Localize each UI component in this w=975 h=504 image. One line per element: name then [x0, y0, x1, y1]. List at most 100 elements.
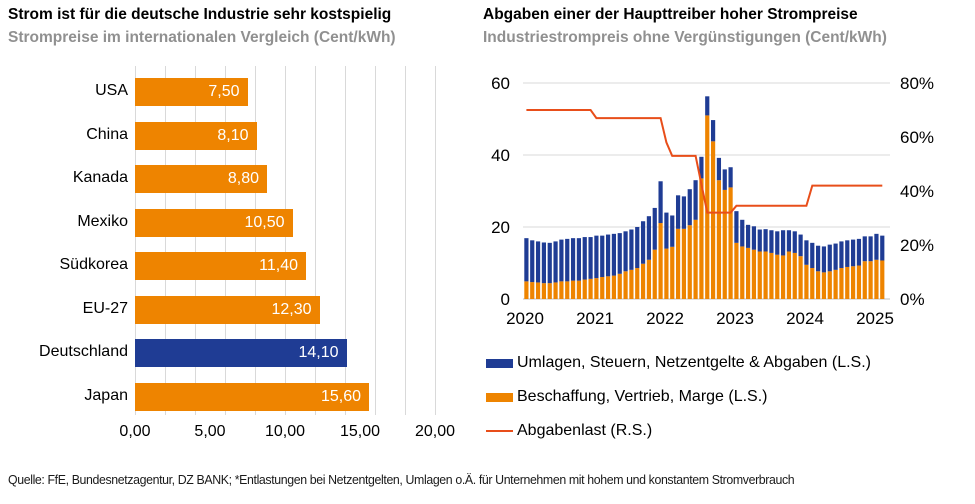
stack-orange-segment	[851, 266, 856, 299]
stack-blue-segment	[547, 242, 552, 284]
stack-orange-segment	[664, 248, 669, 299]
bar-value-label: 8,80	[227, 170, 259, 188]
stack-orange-segment	[757, 251, 762, 299]
left-xtick-label: 5,00	[194, 423, 226, 440]
stack-orange-segment	[559, 281, 564, 299]
stack-blue-segment	[763, 229, 768, 252]
stack-orange-segment	[705, 115, 710, 300]
stack-orange-segment	[541, 283, 547, 299]
stack-orange-segment	[658, 223, 663, 299]
stack-orange-segment	[535, 282, 541, 299]
left-chart-gridline	[195, 66, 196, 415]
stack-blue-segment	[693, 180, 698, 220]
stack-orange-segment	[716, 180, 722, 299]
stack-orange-segment	[553, 282, 558, 299]
right-chart-title: Abgaben einer der Haupttreiber hoher Str…	[483, 6, 858, 23]
stack-orange-segment	[588, 278, 593, 299]
stack-blue-segment	[786, 230, 792, 252]
bar-südkorea: 11,40	[135, 252, 306, 281]
left-chart-gridline	[255, 66, 256, 415]
left-chart-gridline	[285, 66, 286, 415]
bar-value-label: 12,30	[271, 300, 312, 318]
stack-orange-segment	[570, 280, 576, 299]
legend-label: Abgabenlast (R.S.)	[517, 422, 653, 439]
stack-orange-segment	[623, 271, 628, 299]
stack-orange-segment	[845, 266, 850, 299]
category-label-kanada: Kanada	[72, 169, 128, 187]
stack-blue-segment	[611, 233, 617, 276]
stack-blue-segment	[851, 239, 856, 267]
stack-blue-segment	[745, 224, 751, 248]
legend-item-2: Abgabenlast (R.S.)	[486, 422, 652, 440]
stack-orange-segment	[699, 178, 704, 299]
stack-orange-segment	[565, 281, 570, 299]
stack-orange-segment	[576, 280, 582, 299]
stack-blue-segment	[757, 229, 762, 252]
stack-blue-segment	[804, 240, 809, 265]
legend-color-swatch	[486, 392, 513, 402]
right-chart-left-tick: 60	[491, 74, 510, 93]
legend-line-swatch	[486, 430, 513, 432]
left-xtick-label: 10,00	[264, 423, 306, 440]
left-chart-title: Strom ist für die deutsche Industrie seh…	[8, 6, 392, 23]
bar-value-label: 10,50	[244, 213, 285, 231]
stack-orange-segment	[816, 271, 821, 299]
source-note: Quelle: FfE, Bundesnetzagentur, DZ BANK;…	[8, 472, 795, 487]
stack-orange-segment	[605, 276, 611, 299]
stack-orange-segment	[524, 281, 529, 299]
stack-blue-segment	[541, 242, 547, 284]
stack-blue-segment	[775, 231, 780, 255]
stack-orange-segment	[687, 225, 692, 299]
stack-blue-segment	[816, 245, 821, 272]
stack-blue-segment	[588, 237, 593, 279]
stack-orange-segment	[734, 242, 739, 299]
stack-orange-segment	[693, 219, 698, 299]
legend-color-swatch	[486, 358, 513, 368]
stack-blue-segment	[769, 230, 774, 253]
stack-orange-segment	[710, 141, 716, 299]
stack-blue-segment	[734, 211, 739, 243]
stack-blue-segment	[565, 238, 570, 282]
stack-blue-segment	[675, 195, 681, 229]
stack-blue-segment	[868, 236, 873, 262]
stack-orange-segment	[769, 252, 774, 299]
stack-blue-segment	[833, 243, 838, 270]
stack-blue-segment	[856, 238, 862, 266]
stack-orange-segment	[827, 271, 832, 299]
left-chart-subtitle: Strompreise im internationalen Vergleich…	[8, 29, 396, 46]
stack-blue-segment	[821, 246, 827, 273]
stack-blue-segment	[535, 241, 541, 283]
bar-usa: 7,50	[135, 78, 248, 106]
right-chart-left-tick: 20	[491, 218, 510, 237]
stack-orange-segment	[635, 268, 640, 299]
right-chart-year-label: 2025	[856, 309, 894, 328]
category-label-usa: USA	[95, 82, 128, 99]
stack-blue-segment	[635, 227, 640, 269]
stack-blue-segment	[658, 181, 663, 224]
stack-blue-segment	[880, 235, 885, 261]
stack-blue-segment	[710, 120, 716, 142]
stack-blue-segment	[862, 236, 867, 262]
stack-blue-segment	[845, 240, 850, 267]
stack-blue-segment	[798, 234, 803, 257]
stack-blue-segment	[681, 196, 687, 229]
bar-deutschland: 14,10	[135, 339, 347, 368]
legend-item-0: Umlagen, Steuern, Netzentgelte & Abgaben…	[486, 354, 871, 372]
stack-blue-segment	[629, 229, 634, 270]
stack-blue-segment	[646, 216, 652, 260]
left-chart-gridline	[135, 66, 136, 415]
stack-orange-segment	[775, 254, 780, 299]
stack-orange-segment	[821, 272, 827, 299]
stack-blue-segment	[594, 235, 599, 279]
right-chart-year-label: 2023	[716, 309, 754, 328]
left-chart-gridline	[375, 66, 376, 415]
category-label-deutschland: Deutschland	[39, 343, 128, 361]
bar-mexiko: 10,50	[135, 208, 293, 237]
stack-blue-segment	[553, 241, 558, 283]
stack-orange-segment	[798, 256, 803, 299]
stack-blue-segment	[576, 238, 582, 281]
stack-orange-segment	[547, 283, 552, 299]
stack-orange-segment	[833, 269, 838, 299]
stack-orange-segment	[611, 275, 617, 299]
